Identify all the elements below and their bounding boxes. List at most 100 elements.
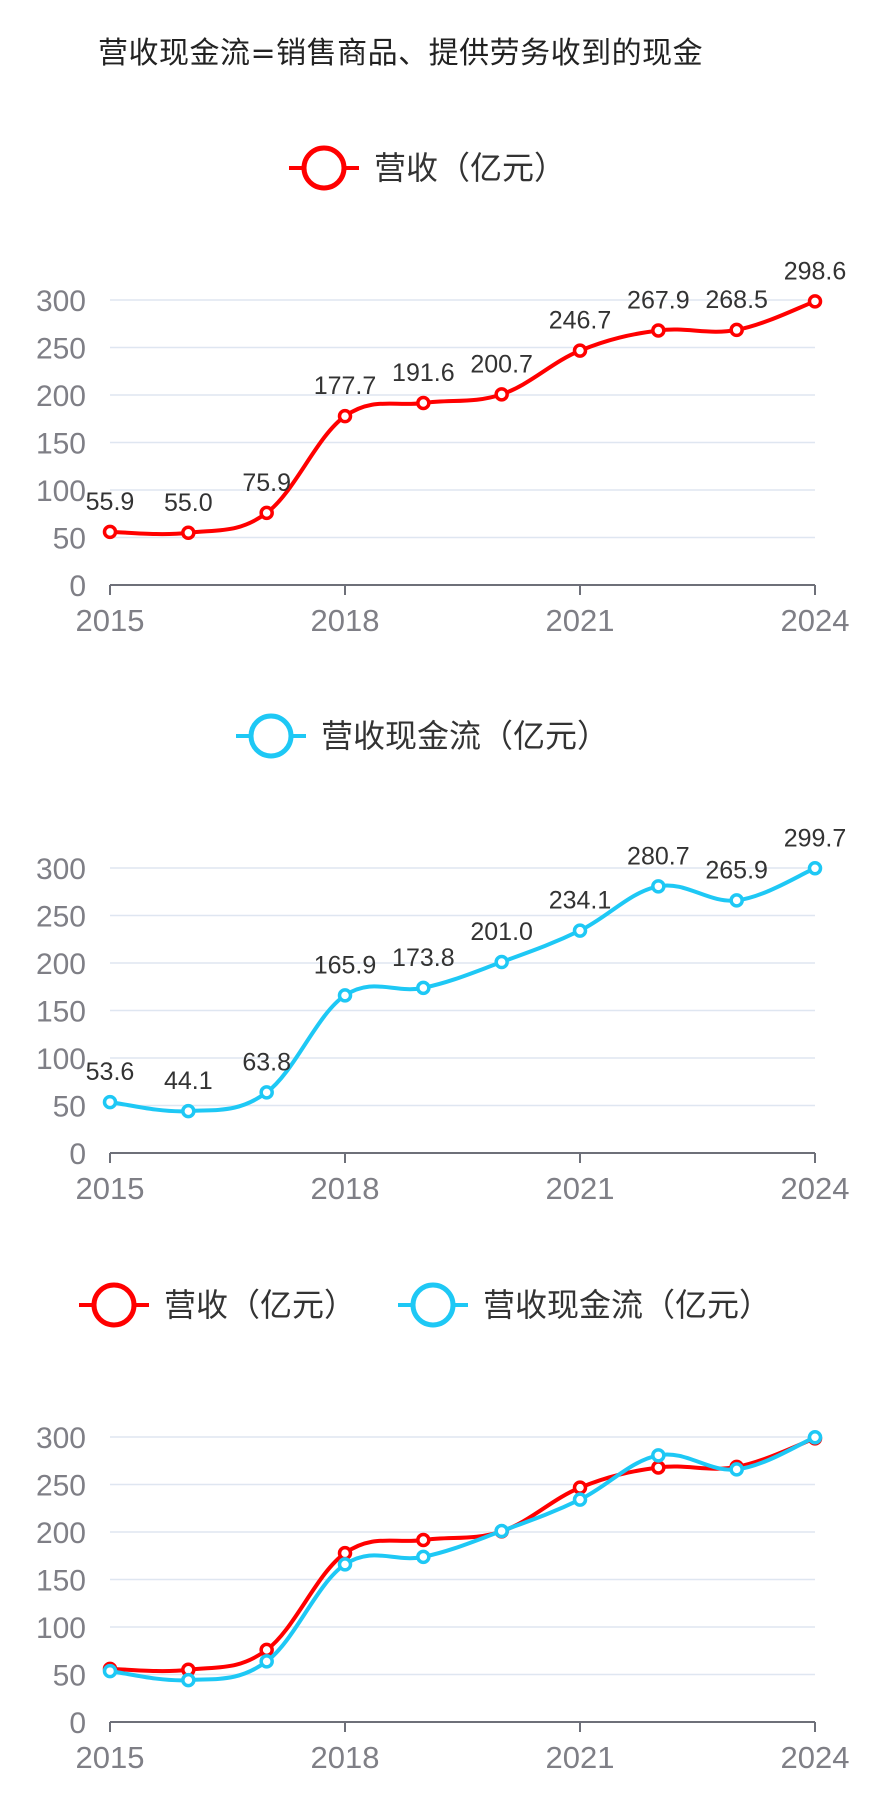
- chart-1: 营收（亿元） 0 50 100 150 200 250 300 2015 2018 2021 2024…: [36, 145, 849, 638]
- data-label: 299.7: [784, 824, 847, 852]
- data-label: 44.1: [164, 1067, 213, 1095]
- data-point: [102, 524, 118, 540]
- x-tick-label: 2021: [546, 1740, 615, 1775]
- y-tick-label: 0: [69, 1707, 86, 1740]
- data-point: [729, 893, 744, 908]
- y-tick-label: 0: [69, 1138, 86, 1171]
- series-1: 53.6 44.1 63.8 165.9 173.8 201.0 234.1 280.7 265…: [86, 824, 847, 1119]
- y-tick-label: 300: [36, 285, 86, 318]
- x-tick-label: 2021: [546, 603, 615, 638]
- y-tick-label: 250: [36, 1470, 86, 1503]
- legend-marker: [301, 145, 347, 191]
- data-point: [416, 980, 431, 996]
- data-point: [102, 1094, 118, 1110]
- data-point: [259, 505, 274, 521]
- data-label: 177.7: [314, 372, 377, 400]
- data-point: [572, 343, 588, 358]
- data-point: [259, 1085, 274, 1100]
- x-tick-label: 2015: [76, 1171, 145, 1206]
- series-line: [109, 1435, 816, 1683]
- series-1: 55.9 55.0 75.9 177.7 191.6 200.7 246.7 267.9 268…: [86, 257, 847, 540]
- y-tick-label: 50: [53, 523, 86, 556]
- legend-item: 营收（亿元）: [79, 1282, 356, 1328]
- data-point: [807, 1430, 823, 1445]
- data-point: [651, 323, 666, 338]
- data-point: [181, 1672, 196, 1688]
- data-point: [337, 988, 353, 1003]
- y-tick-label: 100: [36, 1043, 86, 1076]
- data-label: 191.6: [392, 359, 455, 387]
- x-tick-label: 2018: [311, 1740, 380, 1775]
- y-tick-label: 150: [36, 996, 86, 1029]
- page-title: 营收现金流=销售商品、提供劳务收到的现金: [98, 36, 704, 71]
- data-point: [337, 1557, 353, 1572]
- data-label: 165.9: [314, 951, 377, 979]
- data-label: 201.0: [470, 918, 533, 946]
- y-tick-label: 50: [53, 1091, 86, 1124]
- data-label: 298.6: [784, 257, 847, 285]
- data-label: 280.7: [627, 842, 690, 870]
- data-label: 55.9: [86, 488, 135, 516]
- data-point: [729, 322, 744, 338]
- chart-3: 营收（亿元） 营收现金流（亿元） 0 50 100 150 200 250 300 2015 201…: [36, 1282, 850, 1775]
- legend-label: 营收现金流（亿元）: [321, 717, 609, 755]
- y-tick-label: 200: [36, 948, 86, 981]
- y-tick-label: 100: [36, 475, 86, 508]
- data-point: [259, 1654, 274, 1669]
- data-point: [416, 395, 431, 411]
- data-label: 200.7: [470, 350, 533, 378]
- y-tick-label: 300: [36, 1422, 86, 1455]
- data-point: [807, 861, 823, 876]
- x-tick-label: 2018: [311, 603, 380, 638]
- data-point: [494, 387, 509, 402]
- data-point: [416, 1532, 431, 1548]
- data-point: [337, 408, 353, 424]
- data-label: 246.7: [549, 307, 612, 335]
- series-line: [109, 299, 816, 537]
- legend-label: 营收（亿元）: [374, 149, 566, 187]
- data-point: [651, 1448, 666, 1463]
- data-label: 55.0: [164, 489, 213, 517]
- chart-2: 营收现金流（亿元） 0 50 100 150 200 250 300 2015 2018 2021 2…: [36, 713, 850, 1206]
- data-point: [572, 1492, 588, 1507]
- series-line: [109, 866, 816, 1114]
- legend-label: 营收现金流（亿元）: [483, 1286, 771, 1324]
- data-point: [416, 1549, 431, 1565]
- data-point: [651, 1460, 666, 1475]
- data-point: [651, 879, 666, 894]
- y-tick-label: 50: [53, 1660, 86, 1693]
- data-point: [102, 1663, 118, 1679]
- series-line: [109, 1436, 816, 1674]
- data-point: [494, 954, 509, 970]
- data-point: [181, 1103, 196, 1119]
- series-1: [102, 1431, 823, 1677]
- series-2: [102, 1430, 823, 1688]
- data-point: [259, 1642, 274, 1658]
- data-label: 173.8: [392, 944, 455, 972]
- y-tick-label: 150: [36, 428, 86, 461]
- y-tick-label: 250: [36, 901, 86, 934]
- legend-item: 营收现金流（亿元）: [236, 713, 609, 759]
- x-tick-label: 2024: [781, 1171, 850, 1206]
- data-point: [729, 1462, 744, 1477]
- y-tick-label: 200: [36, 1517, 86, 1550]
- x-tick-label: 2015: [76, 1740, 145, 1775]
- data-point: [572, 1480, 588, 1495]
- legend-item: 营收（亿元）: [289, 145, 566, 191]
- x-tick-label: 2018: [311, 1171, 380, 1206]
- data-label: 267.9: [627, 286, 690, 314]
- data-label: 268.5: [705, 286, 768, 314]
- data-label: 63.8: [242, 1048, 291, 1076]
- data-point: [807, 294, 823, 309]
- legend-marker: [248, 713, 294, 759]
- y-tick-label: 200: [36, 380, 86, 413]
- data-point: [337, 1545, 353, 1561]
- data-label: 234.1: [549, 887, 612, 915]
- legend-marker: [410, 1282, 456, 1328]
- x-tick-label: 2024: [781, 1740, 850, 1775]
- y-tick-label: 300: [36, 853, 86, 886]
- x-tick-label: 2021: [546, 1171, 615, 1206]
- data-point: [181, 525, 196, 540]
- data-point: [494, 1523, 509, 1539]
